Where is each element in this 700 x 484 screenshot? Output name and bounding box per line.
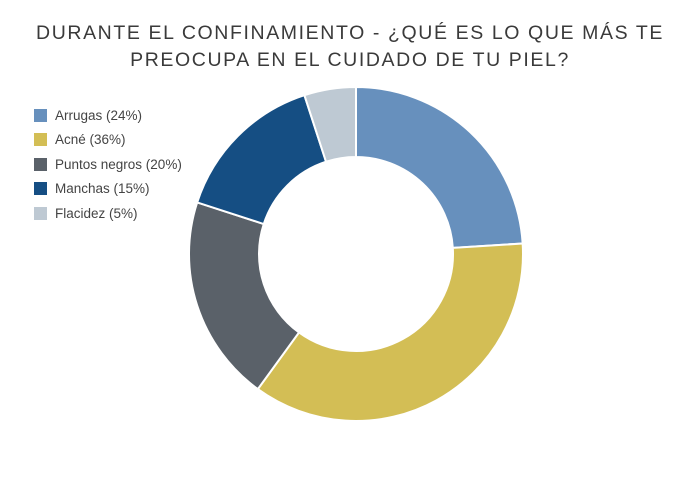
donut-slice-flacidez[interactable] bbox=[303, 85, 357, 164]
legend-item-arrugas[interactable]: Arrugas (24%) bbox=[34, 103, 182, 128]
legend-swatch-flacidez bbox=[34, 206, 47, 220]
legend-swatch-acne bbox=[34, 133, 47, 147]
legend-swatch-arrugas bbox=[34, 108, 47, 122]
legend-item-puntos-negros[interactable]: Puntos negros (20%) bbox=[34, 152, 182, 177]
chart-title-line-1: DURANTE EL CONFINAMIENTO - ¿QUÉ ES LO QU… bbox=[36, 22, 664, 44]
chart-legend: Arrugas (24%) Acné (36%) Puntos negros (… bbox=[34, 103, 182, 226]
chart-title: DURANTE EL CONFINAMIENTO - ¿QUÉ ES LO QU… bbox=[0, 20, 700, 74]
legend-item-flacidez[interactable]: Flacidez (5%) bbox=[34, 201, 182, 226]
legend-swatch-manchas bbox=[34, 182, 47, 196]
legend-label-arrugas: Arrugas (24%) bbox=[55, 107, 143, 123]
legend-label-puntos-negros: Puntos negros (20%) bbox=[55, 156, 182, 172]
legend-item-acne[interactable]: Acné (36%) bbox=[34, 128, 182, 153]
legend-label-manchas: Manchas (15%) bbox=[55, 181, 150, 197]
legend-item-manchas[interactable]: Manchas (15%) bbox=[34, 177, 182, 202]
legend-label-acne: Acné (36%) bbox=[55, 132, 126, 148]
donut-slice-arrugas[interactable] bbox=[355, 85, 524, 249]
legend-label-flacidez: Flacidez (5%) bbox=[55, 205, 138, 221]
legend-swatch-puntos-negros bbox=[34, 157, 47, 171]
chart-title-line-2: PREOCUPA EN EL CUIDADO DE TU PIEL? bbox=[130, 49, 570, 71]
donut-slice-acne[interactable] bbox=[256, 242, 524, 422]
donut-slice-manchas[interactable] bbox=[195, 93, 328, 226]
donut-slice-puntos-negros[interactable] bbox=[188, 201, 301, 391]
